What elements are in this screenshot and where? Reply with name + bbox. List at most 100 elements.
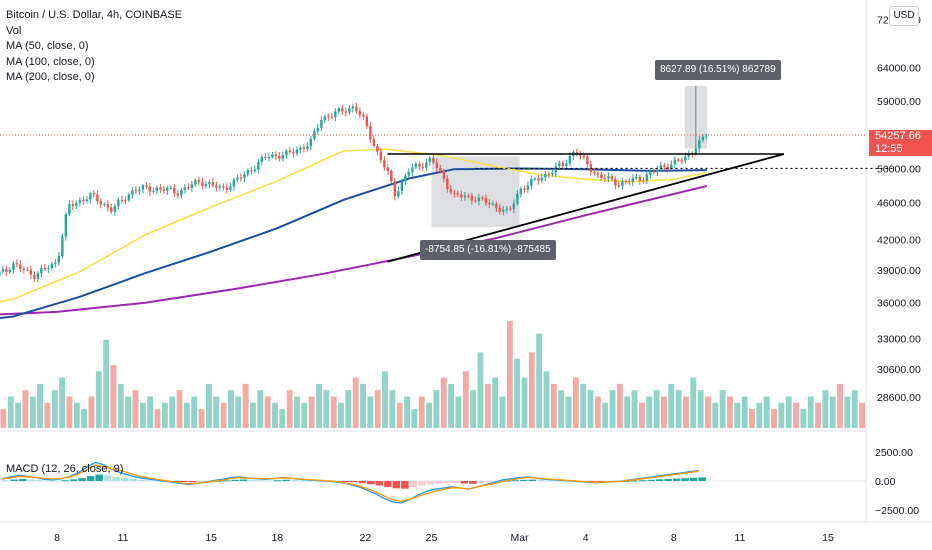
candle-body <box>505 208 509 210</box>
candle-body <box>5 269 8 272</box>
candle-body <box>320 120 323 128</box>
candle-body <box>57 255 61 263</box>
macd-axis-label: −2500.00 <box>875 505 919 517</box>
candle-body <box>264 156 267 158</box>
candle-body <box>127 194 131 201</box>
candle-body <box>596 173 600 175</box>
candle-body <box>498 207 502 212</box>
macd-histogram-bar <box>265 480 273 482</box>
candle-body <box>540 177 544 181</box>
volume-bar <box>374 390 381 428</box>
volume-bar <box>323 390 330 428</box>
candle-body <box>491 203 495 205</box>
volume-bar <box>815 402 821 428</box>
candle-body <box>470 195 474 201</box>
macd-histogram-bar <box>222 480 231 482</box>
candle-body <box>204 184 208 186</box>
candle-body <box>211 182 215 186</box>
candle-body <box>64 214 68 237</box>
volume-bar <box>594 396 601 428</box>
candle-body <box>460 194 463 198</box>
chart-legend: Bitcoin / U.S. Dollar, 4h, COINBASE Vol … <box>6 8 182 86</box>
candle-body <box>677 159 680 161</box>
macd-histogram-bar <box>120 478 129 481</box>
candle-body <box>33 274 36 279</box>
price-axis-label: 39000.00 <box>877 265 921 277</box>
candle-body <box>253 169 257 172</box>
candle-body <box>169 187 173 189</box>
candle-body <box>544 173 547 178</box>
volume-bar <box>51 390 58 428</box>
candle-body <box>71 204 75 207</box>
volume-bar <box>191 396 198 428</box>
macd-histogram-bar <box>520 479 528 481</box>
candle-body <box>61 236 64 256</box>
volume-bar <box>147 396 154 428</box>
candle-body <box>565 163 568 167</box>
volume-bar <box>213 396 220 428</box>
candle-body <box>512 203 516 209</box>
volume-bar <box>506 320 513 428</box>
macd-histogram-bar <box>27 479 35 481</box>
candle-body <box>1 269 5 272</box>
macd-histogram-bar <box>638 480 647 482</box>
candle-body <box>365 116 369 127</box>
volume-bar <box>22 390 29 428</box>
candle-body <box>299 147 302 150</box>
macd-histogram-bar <box>384 481 392 488</box>
volume-bar <box>785 396 792 428</box>
ma100-legend: MA (100, close, 0) <box>6 55 95 68</box>
candle-body <box>225 187 229 190</box>
macd-histogram-bar <box>537 479 545 481</box>
volume-bar <box>668 383 675 428</box>
volume-bar <box>587 390 594 428</box>
volume-bar <box>851 390 858 428</box>
time-axis-label: 4 <box>583 532 589 544</box>
candle-body <box>201 181 204 186</box>
volume-bar <box>793 402 799 428</box>
candle-body <box>323 116 327 121</box>
candle-body <box>645 174 649 181</box>
price-axis-label: 28600.00 <box>877 392 921 404</box>
volume-bar <box>316 383 322 428</box>
candle-body <box>0 271 1 277</box>
volume-bar <box>609 390 616 428</box>
macd-histogram-bar <box>180 481 188 482</box>
candle-body <box>488 202 491 205</box>
macd-histogram-bar <box>435 481 443 484</box>
macd-histogram-bar <box>596 481 604 482</box>
time-axis-label: 15 <box>205 532 217 544</box>
ma50-legend: MA (50, close, 0) <box>6 40 89 52</box>
volume-bar <box>330 396 337 428</box>
candle-body <box>372 139 376 147</box>
price-axis-label: 30600.00 <box>877 364 921 376</box>
candle-body <box>453 192 456 194</box>
candle-body <box>330 117 334 119</box>
macd-histogram-bar <box>452 481 460 484</box>
macd-histogram-bar <box>341 481 350 482</box>
candle-body <box>600 174 603 178</box>
candle-body <box>586 156 589 165</box>
volume-bar <box>411 409 418 428</box>
macd-histogram-bar <box>672 478 681 481</box>
volume-bar <box>382 371 388 428</box>
volume-bar <box>308 396 315 428</box>
volume-bar <box>161 402 168 428</box>
candle-body <box>628 181 631 183</box>
macd-histogram-bar <box>248 479 256 481</box>
currency-badge[interactable]: USD <box>889 6 919 26</box>
candle-body <box>183 187 187 190</box>
volume-bar <box>183 402 190 428</box>
macd-histogram-bar <box>2 480 10 482</box>
candle-body <box>694 148 698 154</box>
candle-body <box>215 185 218 188</box>
candle-body <box>159 187 162 190</box>
candle-body <box>134 190 138 192</box>
candle-body <box>232 179 236 187</box>
candle-body <box>243 174 246 179</box>
candle-body <box>386 167 390 171</box>
candle-body <box>306 146 309 149</box>
candle-body <box>351 106 355 109</box>
volume-bar <box>264 396 271 428</box>
